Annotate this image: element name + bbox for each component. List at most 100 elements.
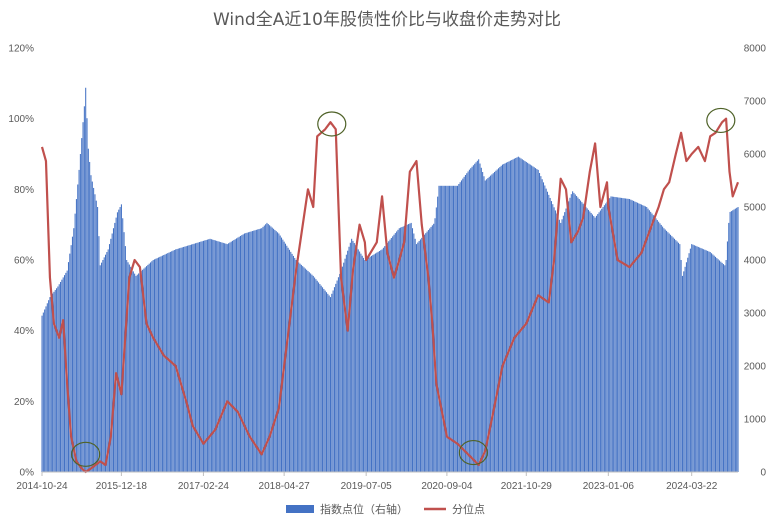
index-bar xyxy=(704,249,706,472)
percentile-line xyxy=(40,117,740,474)
index-bar xyxy=(255,229,257,472)
index-bar xyxy=(181,247,183,472)
index-bar xyxy=(558,219,560,472)
index-bar xyxy=(402,226,404,472)
index-bar xyxy=(222,242,224,472)
index-bar xyxy=(233,240,235,472)
index-bar xyxy=(622,198,624,472)
index-bar xyxy=(44,309,46,472)
index-bar xyxy=(703,249,705,472)
index-bar xyxy=(659,223,661,472)
index-bar xyxy=(370,255,373,472)
index-bar xyxy=(587,209,590,472)
index-bar xyxy=(160,256,162,472)
index-bar xyxy=(79,154,81,472)
index-bar xyxy=(640,204,642,473)
index-bar xyxy=(291,253,293,472)
index-bar xyxy=(140,271,142,472)
index-bar xyxy=(687,257,689,472)
index-bar xyxy=(408,224,410,472)
legend-swatch-bars xyxy=(286,505,314,513)
index-bar xyxy=(632,200,635,472)
index-bar xyxy=(479,163,481,473)
index-bar xyxy=(156,258,158,472)
index-bar xyxy=(367,258,369,472)
index-bar xyxy=(94,194,96,472)
index-bar xyxy=(74,213,76,473)
index-bar xyxy=(58,284,60,472)
index-bar xyxy=(631,200,633,472)
index-bar xyxy=(419,239,421,472)
index-bar xyxy=(323,288,325,472)
index-bar xyxy=(376,252,378,472)
index-bar xyxy=(729,211,731,472)
index-bar xyxy=(369,256,371,472)
index-bar xyxy=(193,243,195,472)
index-bar xyxy=(393,234,395,472)
index-bar xyxy=(292,255,294,472)
index-bar xyxy=(557,216,559,472)
index-bar xyxy=(118,209,120,472)
index-bar xyxy=(707,250,709,472)
index-bar xyxy=(150,262,152,472)
index-bar xyxy=(316,280,318,472)
right-axis-tick: 2000 xyxy=(744,362,767,373)
index-bar xyxy=(646,207,648,472)
index-bar xyxy=(553,207,555,472)
left-axis-tick: 80% xyxy=(14,185,34,196)
index-bar xyxy=(197,242,199,472)
index-bar xyxy=(155,258,157,472)
index-bar xyxy=(311,274,313,472)
index-bar xyxy=(517,156,519,472)
index-bar xyxy=(492,173,494,472)
index-bar xyxy=(570,194,572,472)
index-bar xyxy=(173,250,175,472)
index-bar xyxy=(218,241,220,472)
index-bar xyxy=(537,169,539,472)
index-bar xyxy=(606,201,608,472)
index-bar xyxy=(717,259,719,472)
index-bar xyxy=(304,268,306,472)
index-bar xyxy=(716,258,718,472)
index-bar xyxy=(120,204,122,472)
index-bar xyxy=(328,295,330,472)
index-bar xyxy=(130,266,132,472)
index-bar xyxy=(599,210,601,472)
index-bar xyxy=(242,234,244,472)
index-bar xyxy=(531,165,533,473)
index-bar xyxy=(262,226,264,473)
index-bar xyxy=(131,269,133,472)
index-bar xyxy=(672,237,674,472)
index-bar xyxy=(677,242,680,472)
index-bar xyxy=(53,291,55,472)
index-bar xyxy=(734,208,736,472)
index-bar xyxy=(46,303,48,472)
index-bar xyxy=(332,290,334,472)
index-bar xyxy=(713,255,715,472)
index-bar xyxy=(41,315,43,472)
index-bar xyxy=(239,235,242,472)
index-bar xyxy=(696,246,698,472)
index-bar xyxy=(200,241,202,472)
index-bar xyxy=(671,236,673,472)
index-bar xyxy=(344,258,346,472)
index-bar xyxy=(385,244,387,472)
index-bar xyxy=(93,187,95,473)
index-bar xyxy=(504,163,506,472)
index-bar xyxy=(188,245,190,472)
index-bar xyxy=(302,266,304,472)
index-bar xyxy=(296,261,298,472)
index-bar xyxy=(373,254,375,472)
index-bar xyxy=(455,185,457,473)
index-bar xyxy=(135,275,137,472)
index-bar xyxy=(446,185,448,473)
index-bar xyxy=(356,247,358,472)
index-bar xyxy=(273,228,275,472)
index-bar xyxy=(392,236,394,472)
index-bar xyxy=(221,242,223,472)
index-bar xyxy=(368,257,370,472)
index-bar xyxy=(185,246,187,472)
index-bar xyxy=(196,242,198,472)
index-bar xyxy=(115,217,117,472)
index-bar xyxy=(562,215,564,472)
